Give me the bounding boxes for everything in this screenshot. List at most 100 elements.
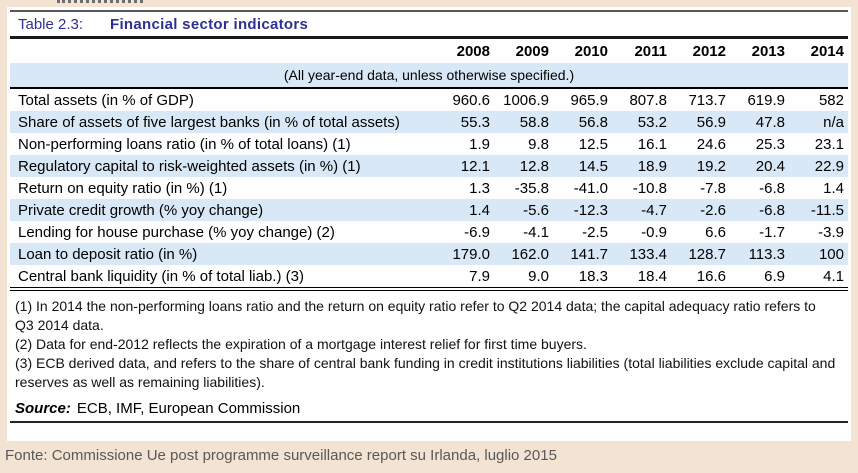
table-row: Return on equity ratio (in %) (1) 1.3 -35.…	[10, 177, 848, 199]
cell-value: 53.2	[637, 114, 667, 131]
source-line: Source: ECB, IMF, European Commission	[15, 401, 848, 417]
figure-caption: Fonte: Commissione Ue post programme sur…	[5, 447, 557, 464]
cell-value: -3.9	[818, 224, 844, 241]
table-sheet: Table 2.3: Financial sector indicators 2…	[7, 7, 851, 441]
bottom-rule	[10, 421, 848, 423]
table-row: Central bank liquidity (in % of total li…	[10, 265, 848, 289]
cell-value: 12.5	[578, 136, 608, 153]
row-label: Central bank liquidity (in % of total li…	[18, 268, 304, 285]
cell-value: 22.9	[814, 158, 844, 175]
cell-value: 141.7	[570, 246, 608, 263]
row-label: Loan to deposit ratio (in %)	[18, 246, 198, 263]
cell-value: 20.4	[755, 158, 785, 175]
cell-value: -12.3	[573, 202, 608, 219]
cell-value: 807.8	[629, 92, 667, 109]
cell-value: 58.8	[519, 114, 549, 131]
cell-value: -6.9	[464, 224, 490, 241]
cell-value: 4.1	[823, 268, 844, 285]
cell-value: 619.9	[747, 92, 785, 109]
footnote-2: (2) Data for end-2012 reflects the expir…	[15, 336, 587, 352]
cell-value: -7.8	[700, 180, 726, 197]
cell-value: 179.0	[452, 246, 490, 263]
cell-value: 1.9	[469, 136, 490, 153]
table-row: Lending for house purchase (% yoy change…	[10, 221, 848, 243]
cell-value: 55.3	[460, 114, 490, 131]
row-label: Lending for house purchase (% yoy change…	[18, 224, 335, 241]
row-label: Return on equity ratio (in %) (1)	[18, 180, 228, 197]
cell-value: 960.6	[452, 92, 490, 109]
cell-value: 56.8	[578, 114, 608, 131]
table-row: Regulatory capital to risk-weighted asse…	[10, 155, 848, 177]
footnote-1: (1) In 2014 the non-performing loans rat…	[15, 298, 816, 333]
cell-value: 6.9	[764, 268, 785, 285]
cell-value: 100	[818, 246, 844, 263]
cell-value: -0.9	[641, 224, 667, 241]
cell-value: 1006.9	[503, 92, 549, 109]
year-header: 2011	[634, 43, 667, 60]
cell-value: n/a	[823, 114, 844, 131]
year-header: 2013	[751, 43, 785, 60]
cell-value: -2.6	[700, 202, 726, 219]
row-label: Regulatory capital to risk-weighted asse…	[18, 158, 361, 175]
cell-value: 16.1	[637, 136, 667, 153]
year-header: 2009	[515, 43, 549, 60]
cell-value: 14.5	[578, 158, 608, 175]
row-label: Share of assets of five largest banks (i…	[18, 114, 400, 131]
cell-value: -35.8	[514, 180, 549, 197]
year-header: 2010	[574, 43, 608, 60]
cell-value: 113.3	[748, 246, 785, 263]
table-subtitle: (All year-end data, unless otherwise spe…	[10, 63, 848, 89]
table-row: Total assets (in % of GDP) 960.6 1006.9 965…	[10, 88, 848, 111]
cell-value: 19.2	[696, 158, 726, 175]
cell-value: 1.3	[469, 180, 490, 197]
cell-value: 24.6	[696, 136, 726, 153]
cell-value: -5.6	[523, 202, 549, 219]
cell-value: 1.4	[823, 180, 844, 197]
cell-value: 23.1	[814, 136, 844, 153]
table-number-label: Table 2.3:	[18, 16, 84, 33]
financial-indicators-table: 2008 2009 2010 2011 2012 2013 2014 (All year-e…	[10, 39, 848, 291]
footnote-3: (3) ECB derived data, and refers to the …	[15, 355, 836, 390]
cell-value: -4.1	[523, 224, 549, 241]
cell-value: 18.9	[637, 158, 667, 175]
source-text: ECB, IMF, European Commission	[76, 400, 301, 417]
table-row: Private credit growth (% yoy change) 1.4 -…	[10, 199, 848, 221]
source-label: Source:	[15, 400, 71, 417]
footnotes-block: (1) In 2014 the non-performing loans rat…	[15, 297, 837, 392]
year-header: 2012	[692, 43, 726, 60]
cell-value: 25.3	[755, 136, 785, 153]
dotted-line-fragment	[57, 0, 143, 3]
cell-value: 1.4	[469, 202, 490, 219]
cell-value: -6.8	[759, 180, 785, 197]
table-title: Financial sector indicators	[110, 16, 309, 33]
cell-value: 162.0	[511, 246, 549, 263]
subtitle-row: (All year-end data, unless otherwise spe…	[10, 63, 848, 89]
corner-cell	[10, 39, 435, 63]
cell-value: 56.9	[696, 114, 726, 131]
table-row: Share of assets of five largest banks (i…	[10, 111, 848, 133]
row-label: Non-performing loans ratio (in % of tota…	[18, 136, 351, 153]
cell-value: 713.7	[688, 92, 726, 109]
cell-value: 12.8	[519, 158, 549, 175]
cell-value: -10.8	[632, 180, 667, 197]
cell-value: 47.8	[755, 114, 785, 131]
cell-value: -1.7	[759, 224, 785, 241]
year-header: 2014	[810, 43, 844, 60]
cell-value: 18.3	[578, 268, 608, 285]
cell-value: 12.1	[460, 158, 490, 175]
cell-value: 9.8	[528, 136, 549, 153]
cell-value: -11.5	[810, 202, 844, 219]
table-row: Loan to deposit ratio (in %) 179.0 162.0 14…	[10, 243, 848, 265]
table-body: Total assets (in % of GDP) 960.6 1006.9 965…	[10, 88, 848, 289]
cell-value: 18.4	[637, 268, 667, 285]
cell-value: -41.0	[573, 180, 608, 197]
row-label: Total assets (in % of GDP)	[18, 92, 194, 109]
row-label: Private credit growth (% yoy change)	[18, 202, 264, 219]
cell-value: -4.7	[641, 202, 667, 219]
year-header: 2008	[456, 43, 490, 60]
cell-value: 128.7	[688, 246, 726, 263]
cell-value: -6.8	[759, 202, 785, 219]
cell-value: 6.6	[705, 224, 726, 241]
cell-value: 965.9	[570, 92, 608, 109]
cell-value: 9.0	[528, 268, 549, 285]
